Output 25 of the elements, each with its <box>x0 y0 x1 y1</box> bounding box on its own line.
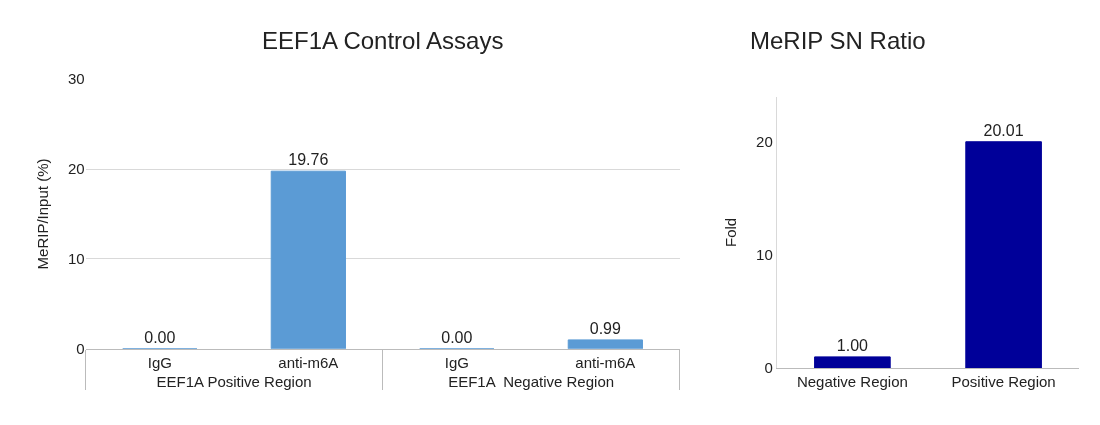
data-label: 0.99 <box>589 319 621 337</box>
chart-title: EEF1A Control Assays <box>262 27 504 54</box>
chart-title: MeRIP SN Ratio <box>750 27 926 54</box>
x-tick-label: Positive Region <box>951 373 1056 391</box>
x-tick-label: anti-m6A <box>575 353 636 371</box>
data-label: 19.76 <box>288 151 329 169</box>
y-tick-label: 30 <box>67 70 85 88</box>
data-label: 0.00 <box>441 328 473 346</box>
y-axis-title: MeRIP/Input (%) <box>34 158 52 270</box>
x-tick-label: anti-m6A <box>278 353 339 371</box>
data-label: 20.01 <box>983 121 1024 139</box>
x-tick-label: IgG <box>444 353 469 371</box>
y-tick-label: 20 <box>756 133 773 151</box>
y-axis-title: Fold <box>722 217 740 247</box>
y-tick-label: 10 <box>67 250 85 268</box>
text: EEF1A Negative Region <box>448 372 615 390</box>
y-tick-label: 20 <box>67 160 85 178</box>
text: EEF1A Positive Region <box>156 372 312 390</box>
y-tick-label: 0 <box>76 340 85 358</box>
y-tick-label: 10 <box>756 246 773 264</box>
data-label: 1.00 <box>836 336 869 354</box>
y-tick-label: 0 <box>764 359 773 377</box>
x-tick-label: Negative Region <box>796 373 908 391</box>
data-label: 0.00 <box>144 328 176 346</box>
x-tick-label: IgG <box>147 353 172 371</box>
